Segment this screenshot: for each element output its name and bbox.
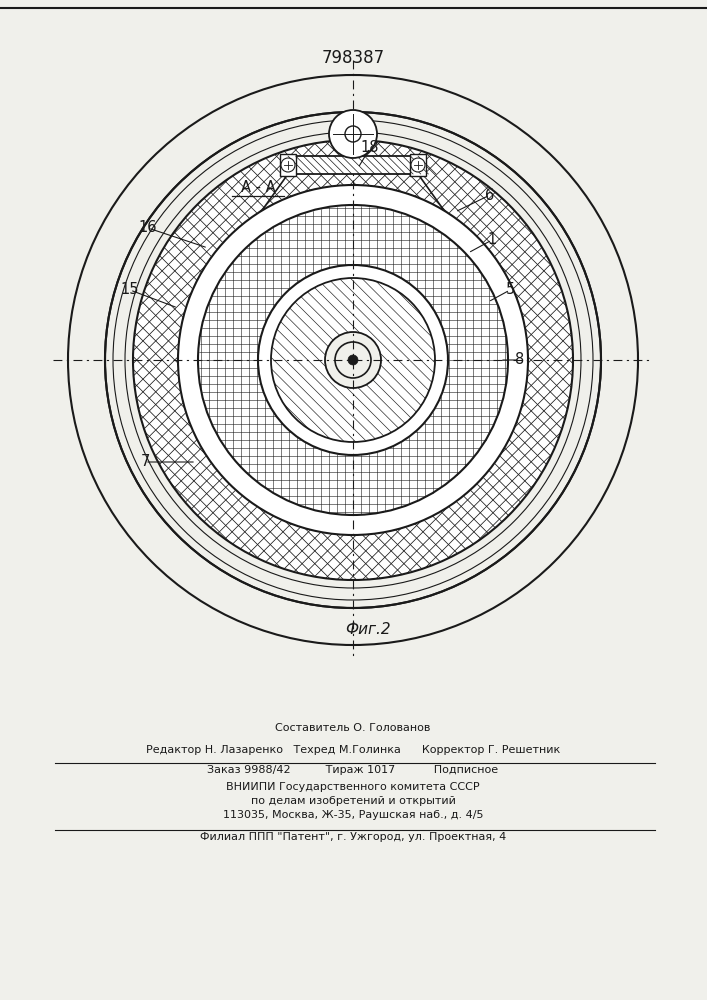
Text: Филиал ППП "Патент", г. Ужгород, ул. Проектная, 4: Филиал ППП "Патент", г. Ужгород, ул. Про… <box>200 832 506 842</box>
Text: А - А: А - А <box>240 180 275 195</box>
Text: ВНИИПИ Государственного комитета СССР: ВНИИПИ Государственного комитета СССР <box>226 782 480 792</box>
Circle shape <box>198 205 508 515</box>
Circle shape <box>335 342 371 378</box>
Circle shape <box>68 75 638 645</box>
Circle shape <box>345 126 361 142</box>
Circle shape <box>348 355 358 365</box>
Text: Фиг.2: Фиг.2 <box>345 622 391 638</box>
Bar <box>280 154 296 176</box>
Text: 7: 7 <box>140 454 150 470</box>
Text: Редактор Н. Лазаренко   Техред М.Голинка      Корректор Г. Решетник: Редактор Н. Лазаренко Техред М.Голинка К… <box>146 745 560 755</box>
Text: 6: 6 <box>486 188 495 202</box>
Text: 798387: 798387 <box>322 49 385 67</box>
Text: 16: 16 <box>139 221 157 235</box>
Text: Составитель О. Голованов: Составитель О. Голованов <box>275 723 431 733</box>
Text: 113035, Москва, Ж-35, Раушская наб., д. 4/5: 113035, Москва, Ж-35, Раушская наб., д. … <box>223 810 484 820</box>
Bar <box>288 156 418 174</box>
Circle shape <box>411 158 425 172</box>
Circle shape <box>329 110 377 158</box>
Text: 8: 8 <box>515 353 525 367</box>
Circle shape <box>258 265 448 455</box>
Text: 1: 1 <box>487 232 496 247</box>
Circle shape <box>281 158 295 172</box>
Circle shape <box>105 112 601 608</box>
Text: по делам изобретений и открытий: по делам изобретений и открытий <box>250 796 455 806</box>
Circle shape <box>133 140 573 580</box>
Text: Заказ 9988/42          Тираж 1017           Подписное: Заказ 9988/42 Тираж 1017 Подписное <box>207 765 498 775</box>
Circle shape <box>178 185 528 535</box>
Circle shape <box>271 278 435 442</box>
Text: 5: 5 <box>506 282 515 298</box>
Text: 18: 18 <box>361 140 379 155</box>
Bar <box>410 154 426 176</box>
Circle shape <box>325 332 381 388</box>
Text: 15: 15 <box>121 282 139 298</box>
